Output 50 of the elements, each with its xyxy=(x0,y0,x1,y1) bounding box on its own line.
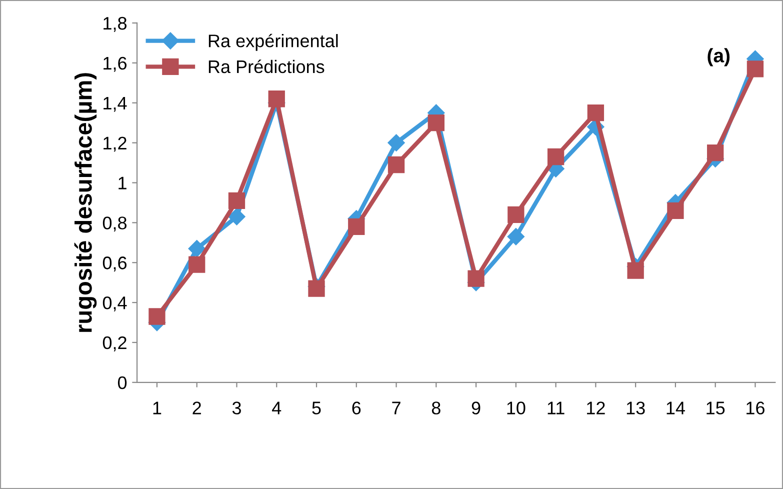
x-tick-label: 9 xyxy=(472,402,480,414)
x-tick-label: 7 xyxy=(392,402,400,414)
point xyxy=(388,134,405,152)
point xyxy=(268,90,285,108)
x-tick-label: 4 xyxy=(272,402,282,414)
x-tick-label: 10 xyxy=(507,402,526,414)
point xyxy=(148,308,166,325)
point xyxy=(746,60,764,78)
y-tick-label: 1 xyxy=(118,176,126,190)
x-tick-label: 12 xyxy=(587,402,605,414)
point xyxy=(228,192,246,210)
x-tick-label: 8 xyxy=(432,402,440,414)
x-tick-label: 2 xyxy=(192,402,201,414)
y-tick-label: 1,4 xyxy=(104,96,127,112)
y-tick-label: 0,4 xyxy=(102,296,127,312)
point xyxy=(547,148,564,166)
point xyxy=(707,144,724,162)
point xyxy=(388,156,405,174)
legend-label: Ra Prédictions xyxy=(208,60,324,74)
point xyxy=(188,240,206,258)
x-tick-label: 15 xyxy=(706,402,725,414)
point xyxy=(188,256,206,273)
y-tick-label: 0,8 xyxy=(102,216,127,232)
y-tick-label: 0,6 xyxy=(102,256,127,272)
y-axis-title: rugosité desurface(µm) xyxy=(74,73,97,332)
x-tick-label: 13 xyxy=(626,402,645,414)
point xyxy=(627,262,644,279)
x-tick-label: 14 xyxy=(666,402,685,414)
point xyxy=(308,280,325,297)
x-tick-label: 16 xyxy=(746,402,764,414)
y-tick-label: 1,8 xyxy=(104,16,127,32)
legend-label: Ra expérimental xyxy=(208,34,338,51)
point xyxy=(507,228,524,246)
x-tick-label: 11 xyxy=(548,402,564,414)
x-tick-label: 5 xyxy=(312,402,321,414)
annotation: (a) xyxy=(708,48,730,66)
point xyxy=(428,114,444,132)
point xyxy=(508,206,524,224)
y-tick-label: 1,6 xyxy=(104,56,127,72)
point xyxy=(667,202,684,220)
point xyxy=(228,208,246,226)
x-tick-label: 1 xyxy=(153,402,162,414)
y-tick-label: 1,2 xyxy=(104,136,126,152)
point xyxy=(468,270,484,287)
y-tick-label: 0,2 xyxy=(102,336,126,352)
point xyxy=(587,104,604,122)
x-tick-label: 3 xyxy=(232,402,241,414)
y-tick-label: 0 xyxy=(118,376,127,390)
x-tick-label: 6 xyxy=(352,402,361,414)
point xyxy=(348,218,365,235)
